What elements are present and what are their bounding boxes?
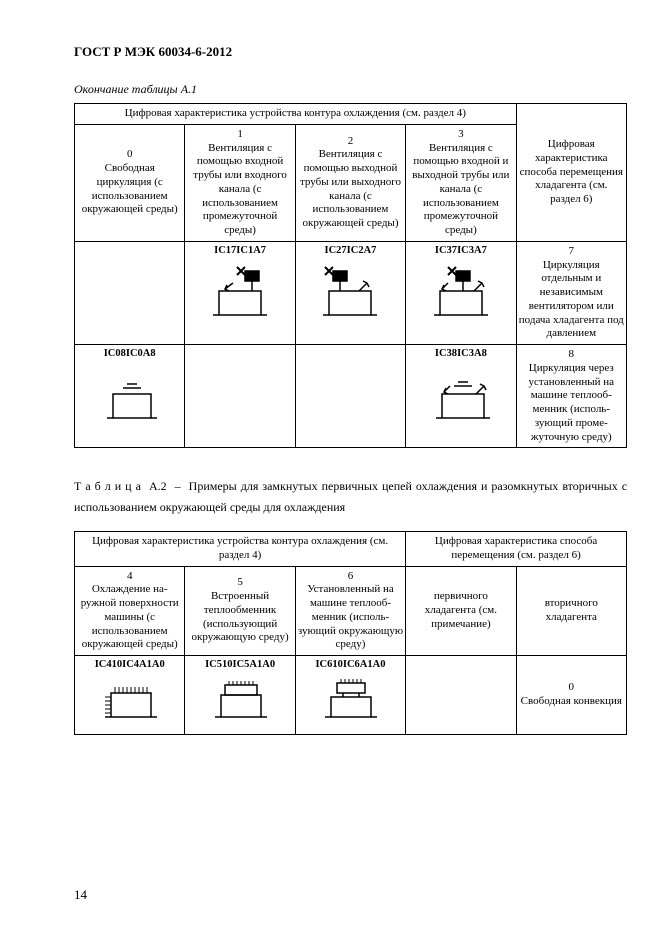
machine-icon [315, 675, 385, 725]
table-row: Цифровая характеристика устройства конту… [75, 532, 627, 567]
row-num: 7 [519, 245, 624, 259]
row-num: 0 [519, 681, 624, 695]
machine-icon [426, 364, 496, 426]
ic-label: IC4A1A0 [122, 658, 165, 671]
caption-dash: – [175, 479, 181, 493]
header-right: Цифровая характеристика способа перемеще… [406, 532, 627, 567]
cell-ic410: IC410 IC4A1A0 [75, 656, 185, 735]
ic-label: IC17 [214, 244, 236, 257]
table-row: IC17 IC1A7 [75, 241, 627, 344]
col-num: 2 [298, 135, 403, 149]
cell-ic17: IC17 IC1A7 [185, 241, 295, 344]
caption-prefix: Т а б л и ц а [74, 479, 141, 493]
header-left: Цифровая характеристика устройства конту… [75, 532, 406, 567]
col-text: Установленный на машине теплооб­менник (… [298, 583, 403, 652]
ic-label: IC37 [435, 244, 457, 257]
col-num: 4 [77, 570, 182, 584]
machine-icon [315, 261, 385, 323]
ic-label: IC08 [104, 347, 126, 360]
table-a2-caption: Т а б л и ц а А.2 – Примеры для замкнуты… [74, 476, 627, 517]
col-text: Вентиляция с помощью выходной трубы или … [298, 148, 403, 231]
machine-icon [95, 364, 165, 426]
row-text: Свободная кон­векция [519, 695, 624, 709]
page: ГОСТ Р МЭК 60034-6-2012 Окончание таблиц… [0, 0, 661, 935]
row7-desc: 7 Циркуляция отдельным и независимым вен… [516, 241, 626, 344]
cell-empty [406, 656, 516, 735]
col-text: Охлаждение на­ружной поверхно­сти машины… [77, 583, 182, 652]
ic-label: IC0A8 [126, 347, 156, 360]
ic-label: IC410 [95, 658, 122, 671]
col-text: Вентиляция с помощью входной и выходной … [408, 142, 513, 238]
col-header-4: 4 Охлаждение на­ружной поверхно­сти маши… [75, 566, 185, 656]
row8-desc: 8 Циркуляция через установленный на маши… [516, 345, 626, 448]
machine-icon [205, 675, 275, 725]
table-row: IC410 IC4A1A0 [75, 656, 627, 735]
header-span: Цифровая характеристика устройства конту… [75, 104, 517, 125]
cell-empty [295, 345, 405, 448]
table-a1-continuation-label: Окончание таблицы А.1 [74, 82, 627, 97]
ic-label: IC610 [315, 658, 342, 671]
ic-label: IC3A7 [457, 244, 487, 257]
cell-ic08: IC08 IC0A8 [75, 345, 185, 448]
machine-icon [426, 261, 496, 323]
ic-label: IC3A8 [457, 347, 487, 360]
col-header-secondary: вторичного хладагента [516, 566, 626, 656]
machine-icon [205, 261, 275, 323]
col-text: Вентиляция с помощью входной трубы или в… [187, 142, 292, 238]
ic-label: IC1A7 [236, 244, 266, 257]
cell-ic510: IC510 IC5A1A0 [185, 656, 295, 735]
row0-desc: 0 Свободная кон­векция [516, 656, 626, 735]
ic-label: IC6A1A0 [343, 658, 386, 671]
table-row: 4 Охлаждение на­ружной поверхно­сти маши… [75, 566, 627, 656]
header-last-col: Цифровая характеристика способа перемеще… [516, 104, 626, 242]
cell-ic38: IC38 IC3A8 [406, 345, 516, 448]
ic-label: IC27 [325, 244, 347, 257]
col-header-2: 2 Вентиляция с помощью выходной трубы ил… [295, 124, 405, 241]
row-text: Циркуляция отдельным и независимым венти… [519, 259, 624, 342]
cell-empty [185, 345, 295, 448]
cell-empty [75, 241, 185, 344]
table-a2: Цифровая характеристика устройства конту… [74, 531, 627, 735]
col-header-5: 5 Встроенный теплообменник (использующий… [185, 566, 295, 656]
row-num: 8 [519, 348, 624, 362]
col-header-1: 1 Вентиляция с помощью входной трубы или… [185, 124, 295, 241]
table-row: Цифровая характеристика устройства конту… [75, 104, 627, 125]
table-a1: Цифровая характеристика устройства конту… [74, 103, 627, 448]
ic-label: IC38 [435, 347, 457, 360]
col-text: Свободная циркуляция (с использованием о… [77, 162, 182, 217]
cell-ic610: IC610 IC6A1A0 [295, 656, 405, 735]
col-text: Встроенный теплообменник (использующий о… [187, 590, 292, 645]
cell-ic37: IC37 IC3A7 [406, 241, 516, 344]
table-row: IC08 IC0A8 [75, 345, 627, 448]
col-num: 0 [77, 148, 182, 162]
caption-num: А.2 [149, 479, 167, 493]
col-num: 3 [408, 128, 513, 142]
cell-ic27: IC27 IC2A7 [295, 241, 405, 344]
ic-label: IC5A1A0 [233, 658, 276, 671]
col-header-primary: первичного хладагента (см. примеча­ние) [406, 566, 516, 656]
col-header-3: 3 Вентиляция с помощью входной и выходно… [406, 124, 516, 241]
row-text: Циркуляция через установленный на машине… [519, 362, 624, 445]
col-header-0: 0 Свободная циркуляция (с использованием… [75, 124, 185, 241]
ic-label: IC510 [205, 658, 232, 671]
col-header-6: 6 Установленный на машине теплооб­менник… [295, 566, 405, 656]
col-num: 6 [298, 570, 403, 584]
page-number: 14 [74, 887, 87, 903]
col-num: 5 [187, 576, 292, 590]
machine-icon [95, 675, 165, 725]
ic-label: IC2A7 [347, 244, 377, 257]
document-title: ГОСТ Р МЭК 60034-6-2012 [74, 44, 627, 60]
col-num: 1 [187, 128, 292, 142]
